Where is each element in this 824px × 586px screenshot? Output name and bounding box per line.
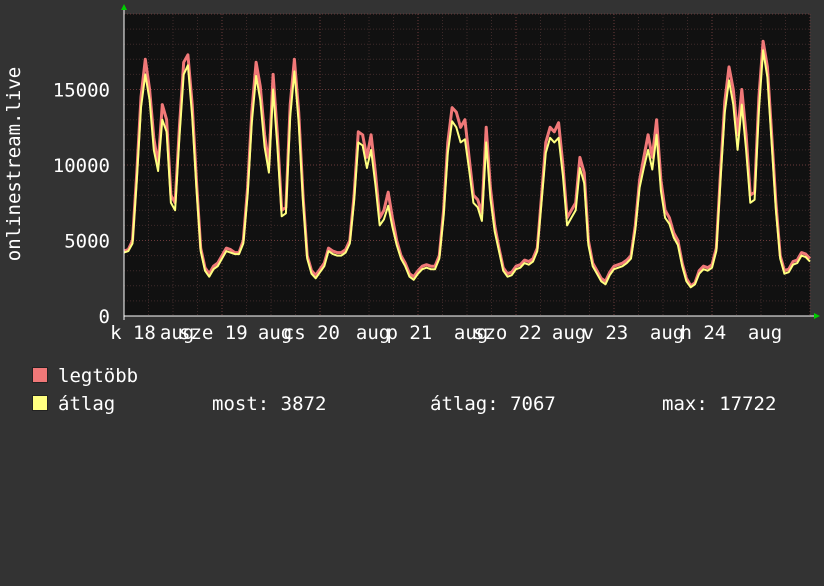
series-line-1 bbox=[123, 49, 811, 289]
legend-swatch-max bbox=[32, 367, 48, 383]
y-tick-label: 5000 bbox=[64, 231, 110, 253]
series-layer bbox=[123, 39, 812, 289]
x-tick-label: aug bbox=[454, 322, 488, 344]
x-tick-label: cs 20 bbox=[283, 322, 340, 344]
x-axis-arrow bbox=[814, 313, 820, 319]
x-tick-label: aug bbox=[748, 322, 782, 344]
stat-average: átlag: 7067 bbox=[430, 393, 556, 415]
stat-current: most: 3872 bbox=[212, 393, 327, 415]
y-tick-label: 15000 bbox=[53, 80, 110, 102]
stat-max: max: 17722 bbox=[662, 393, 777, 415]
x-tick-label: aug bbox=[258, 322, 292, 344]
y-tick-labels: 0 5000 10000 15000 bbox=[53, 80, 110, 329]
x-tick-label: aug bbox=[650, 322, 684, 344]
axes bbox=[121, 4, 820, 320]
y-axis-arrow bbox=[121, 4, 127, 10]
legend-swatch-avg bbox=[32, 395, 48, 411]
legend-item-max: legtöbb bbox=[32, 362, 138, 390]
y-axis-label: onlinestream.live bbox=[3, 67, 25, 261]
x-tick-label: p 21 bbox=[386, 322, 432, 344]
legend-label-avg: átlag bbox=[58, 393, 116, 415]
x-tick-label: k 18 bbox=[110, 322, 156, 344]
y-tick-label: 10000 bbox=[53, 155, 110, 177]
x-tick-label: aug bbox=[356, 322, 390, 344]
x-tick-label: h 24 bbox=[680, 322, 726, 344]
grid bbox=[123, 13, 811, 317]
x-tick-label: sze 19 bbox=[179, 322, 248, 344]
legend: legtöbb átlag most: 3872 átlag: 7067 max… bbox=[32, 362, 776, 418]
x-tick-label: aug bbox=[552, 322, 586, 344]
legend-label-max: legtöbb bbox=[58, 365, 139, 387]
y-tick-label: 0 bbox=[99, 306, 110, 328]
legend-item-avg: átlag most: 3872 átlag: 7067 max: 17722 bbox=[32, 390, 776, 418]
x-tick-label: aug bbox=[160, 322, 194, 344]
x-tick-label: szo 22 bbox=[473, 322, 542, 344]
x-tick-label: v 23 bbox=[582, 322, 628, 344]
